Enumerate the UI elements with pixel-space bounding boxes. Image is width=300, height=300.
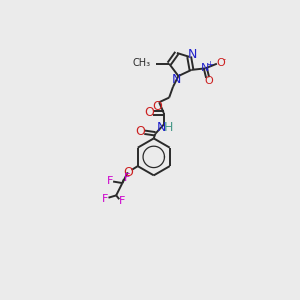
Text: -: - bbox=[223, 56, 226, 64]
Text: F: F bbox=[124, 173, 130, 184]
Text: O: O bbox=[144, 106, 154, 119]
Text: O: O bbox=[153, 100, 163, 112]
Text: +: + bbox=[206, 60, 213, 69]
Text: N: N bbox=[188, 48, 197, 61]
Text: N: N bbox=[201, 63, 209, 73]
Text: F: F bbox=[119, 196, 125, 206]
Text: O: O bbox=[123, 166, 133, 179]
Text: F: F bbox=[107, 176, 113, 186]
Text: H: H bbox=[164, 121, 173, 134]
Text: F: F bbox=[102, 194, 109, 204]
Text: O: O bbox=[136, 125, 146, 138]
Text: N: N bbox=[157, 121, 166, 134]
Text: N: N bbox=[171, 73, 181, 85]
Text: O: O bbox=[204, 76, 213, 86]
Text: CH₃: CH₃ bbox=[133, 58, 151, 68]
Text: O: O bbox=[216, 58, 225, 68]
